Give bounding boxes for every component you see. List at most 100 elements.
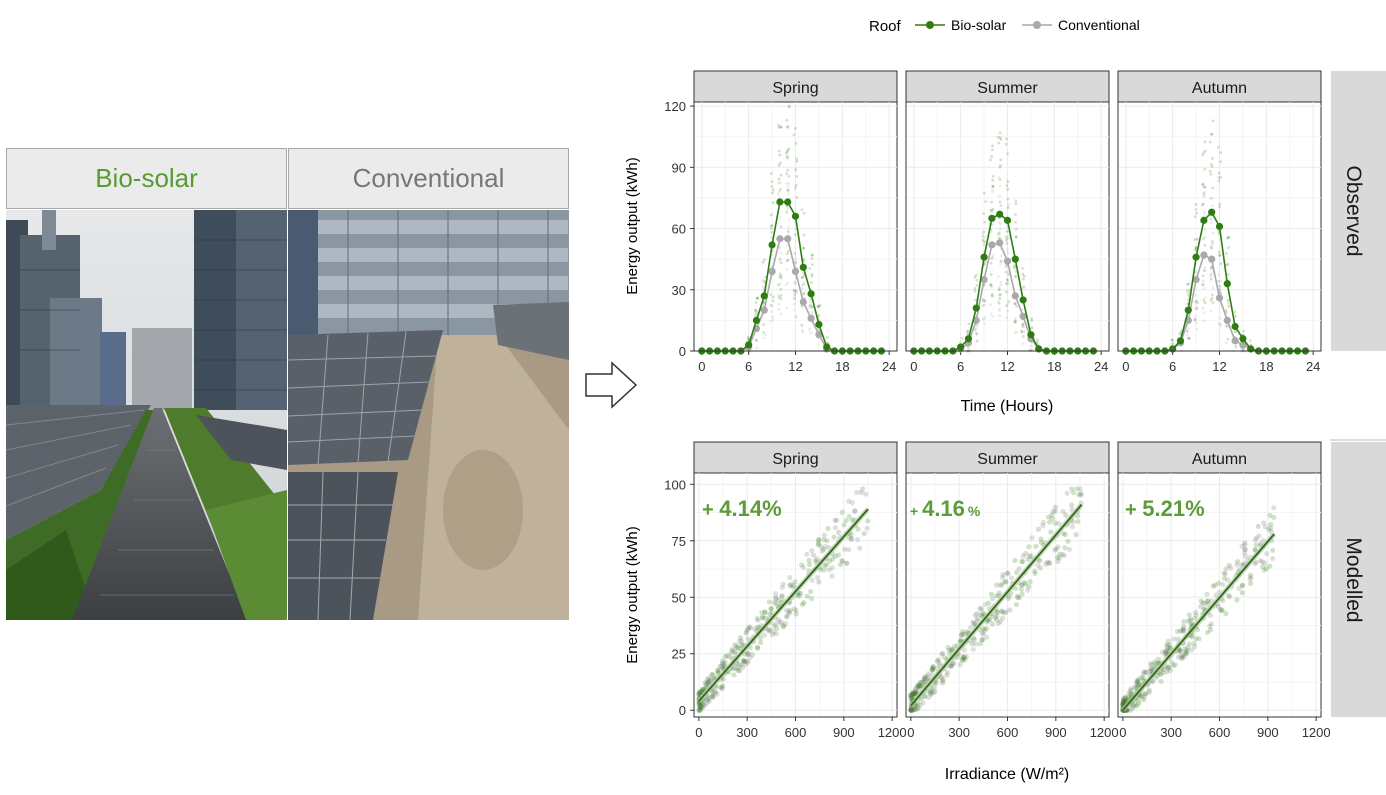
scatter-point bbox=[1171, 636, 1177, 642]
scatter-point bbox=[824, 562, 830, 568]
raw-point bbox=[1194, 299, 1198, 303]
scatter-point bbox=[1142, 691, 1149, 697]
scatter-point bbox=[1268, 525, 1274, 531]
raw-point bbox=[982, 212, 985, 215]
scatter-point bbox=[715, 669, 721, 675]
scatter-point bbox=[969, 641, 975, 647]
raw-point bbox=[1209, 309, 1213, 313]
scatter-point bbox=[1136, 700, 1142, 707]
scatter-point bbox=[754, 615, 760, 622]
scatter-point bbox=[920, 699, 926, 706]
raw-point bbox=[786, 185, 790, 188]
scatter-point bbox=[1026, 544, 1032, 550]
scatter-point bbox=[939, 678, 945, 684]
scatter-point bbox=[1133, 680, 1140, 686]
scatter-point bbox=[696, 702, 702, 708]
scatter-point bbox=[799, 562, 805, 568]
scatter-point bbox=[948, 663, 954, 670]
raw-point bbox=[1209, 272, 1213, 276]
raw-point bbox=[754, 337, 758, 341]
x-tick-label: 300 bbox=[736, 725, 758, 740]
scatter-point bbox=[779, 584, 785, 591]
x-tick-label: 24 bbox=[1306, 359, 1320, 374]
scatter-point bbox=[787, 574, 793, 581]
scatter-point bbox=[1228, 565, 1234, 571]
scatter-point bbox=[942, 654, 948, 660]
mean-point bbox=[1200, 216, 1208, 224]
raw-point bbox=[810, 305, 814, 309]
scatter-point bbox=[1174, 628, 1181, 635]
scatter-point bbox=[717, 663, 723, 669]
x-tick-label: 0 bbox=[1119, 725, 1126, 740]
scatter-point bbox=[940, 680, 946, 686]
scatter-point bbox=[773, 595, 779, 601]
scatter-point bbox=[979, 637, 986, 643]
raw-point bbox=[1210, 241, 1214, 245]
scatter-point bbox=[908, 692, 914, 698]
raw-point bbox=[753, 308, 757, 312]
raw-point bbox=[1194, 208, 1198, 211]
raw-point bbox=[1005, 304, 1009, 308]
scatter-point bbox=[741, 659, 748, 665]
scatter-point bbox=[1056, 555, 1062, 561]
x-tick-label: 24 bbox=[882, 359, 896, 374]
scatter-point bbox=[1076, 492, 1082, 498]
raw-point bbox=[1219, 292, 1223, 295]
scatter-point bbox=[735, 667, 741, 674]
raw-point bbox=[991, 184, 995, 188]
scatter-point bbox=[829, 573, 835, 579]
x-tick-label: 600 bbox=[997, 725, 1019, 740]
raw-point bbox=[1013, 275, 1017, 278]
scatter-point bbox=[708, 676, 714, 682]
scatter-point bbox=[771, 629, 777, 635]
raw-point bbox=[983, 262, 987, 265]
scatter-point bbox=[1069, 486, 1075, 492]
scatter-point bbox=[908, 707, 914, 713]
scatter-point bbox=[913, 706, 919, 713]
scatter-point bbox=[1223, 566, 1229, 572]
facet-modelled-autumn: Autumn 0 300 600 900 1200 + 5.21% bbox=[1117, 441, 1331, 740]
raw-point bbox=[996, 135, 1000, 139]
raw-point bbox=[989, 283, 993, 287]
scatter-point bbox=[737, 661, 743, 668]
scatter-point bbox=[1121, 698, 1127, 704]
raw-point bbox=[777, 162, 781, 166]
scatter-point bbox=[1182, 650, 1189, 657]
scatter-point bbox=[755, 624, 761, 630]
raw-point bbox=[1201, 202, 1205, 206]
raw-point bbox=[785, 118, 789, 122]
scatter-point bbox=[1164, 643, 1170, 649]
scatter-point bbox=[925, 674, 931, 680]
strip-label-modelled-spring: Spring bbox=[772, 451, 818, 468]
raw-point bbox=[794, 261, 798, 265]
mean-point bbox=[964, 335, 973, 343]
raw-point bbox=[779, 173, 783, 177]
scatter-point bbox=[1078, 490, 1084, 497]
scatter-point bbox=[1181, 619, 1187, 625]
biosolar-roof-photo bbox=[6, 210, 287, 620]
raw-point bbox=[991, 256, 994, 260]
raw-point bbox=[1006, 187, 1010, 191]
raw-point bbox=[998, 184, 1002, 188]
scatter-point bbox=[839, 558, 845, 564]
scatter-point bbox=[1132, 701, 1138, 707]
scatter-point bbox=[732, 642, 738, 648]
raw-point bbox=[1030, 317, 1034, 321]
scatter-point bbox=[740, 657, 747, 664]
raw-point bbox=[801, 276, 805, 279]
mean-point bbox=[799, 298, 807, 306]
scatter-point bbox=[913, 690, 919, 696]
scatter-point bbox=[1047, 519, 1053, 525]
scatter-point bbox=[782, 621, 789, 627]
raw-point bbox=[1036, 338, 1040, 342]
raw-point bbox=[771, 201, 775, 204]
raw-point bbox=[981, 317, 985, 321]
scatter-point bbox=[1056, 520, 1062, 527]
scatter-point bbox=[1037, 557, 1043, 564]
raw-point bbox=[777, 302, 781, 306]
mean-point bbox=[980, 275, 988, 284]
raw-point bbox=[1007, 202, 1011, 206]
raw-point bbox=[1226, 337, 1229, 341]
scatter-point bbox=[980, 631, 986, 637]
raw-point bbox=[981, 298, 985, 301]
